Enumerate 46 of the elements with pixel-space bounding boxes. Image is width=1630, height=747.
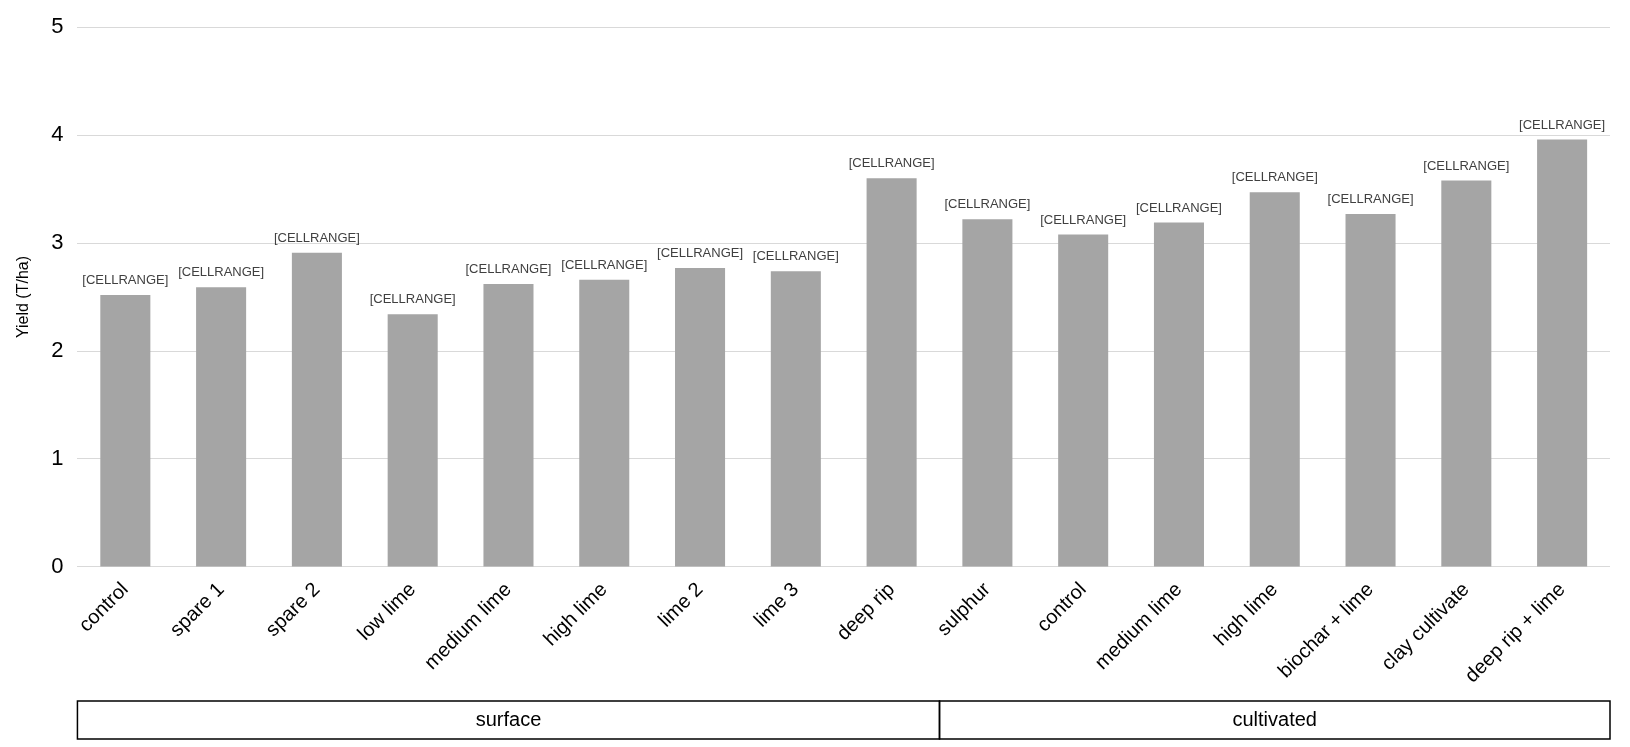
data-label: [CELLRANGE] (1040, 211, 1127, 227)
x-tick-label: high lime (538, 577, 611, 650)
bar (1441, 180, 1492, 567)
data-label: [CELLRANGE] (752, 248, 839, 264)
bar (291, 252, 342, 567)
data-label: [CELLRANGE] (944, 196, 1031, 212)
bar (1345, 213, 1396, 567)
bar (579, 279, 630, 567)
data-label: [CELLRANGE] (369, 291, 456, 307)
bar (1249, 192, 1300, 567)
bar (1058, 234, 1109, 567)
data-label: [CELLRANGE] (657, 244, 744, 260)
data-label: [CELLRANGE] (465, 261, 552, 277)
y-tick-label: 2 (51, 337, 64, 363)
data-label: [CELLRANGE] (1519, 116, 1606, 132)
y-tick-label: 1 (51, 445, 64, 470)
bar (387, 314, 438, 567)
data-label: [CELLRANGE] (273, 229, 360, 245)
data-label: [CELLRANGE] (848, 155, 935, 171)
x-tick-label: high lime (1209, 577, 1282, 650)
data-label: [CELLRANGE] (1423, 157, 1510, 173)
bar (196, 287, 247, 567)
x-tick-label: lime 2 (653, 577, 707, 631)
bar (483, 284, 534, 567)
data-label: [CELLRANGE] (561, 256, 648, 272)
bar (770, 271, 821, 567)
y-tick-label: 4 (51, 121, 64, 147)
bar (675, 267, 726, 567)
text: surface (475, 707, 542, 730)
y-axis-title: Yield (T/ha) (14, 255, 32, 339)
text: cultivated (1232, 707, 1317, 730)
bar (1153, 222, 1204, 567)
data-label: [CELLRANGE] (1231, 169, 1318, 185)
data-label: [CELLRANGE] (178, 264, 265, 280)
data-label: [CELLRANGE] (1135, 199, 1222, 215)
bar (866, 178, 917, 567)
x-tick-label: lime 3 (749, 577, 803, 631)
data-label: [CELLRANGE] (1327, 191, 1414, 207)
bar (1537, 139, 1588, 567)
bar (962, 219, 1013, 567)
y-tick-label: 3 (51, 229, 64, 255)
data-label: [CELLRANGE] (82, 271, 169, 287)
y-tick-label: 0 (51, 552, 64, 578)
y-tick-label: 5 (51, 13, 64, 39)
bar (100, 294, 151, 567)
x-tick-label: low lime (352, 577, 420, 645)
